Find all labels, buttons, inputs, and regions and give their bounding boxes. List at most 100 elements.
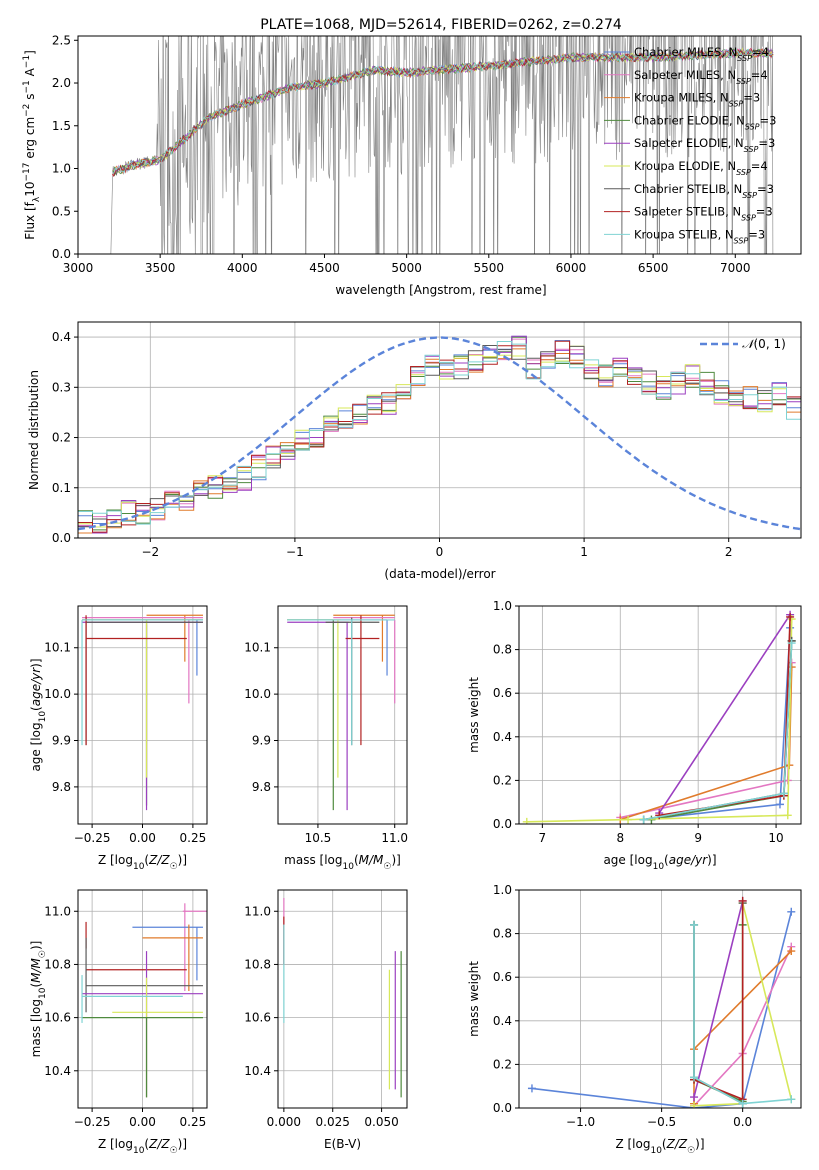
x-axis-label: age [log10(age/yr)]: [603, 853, 716, 872]
legend-label: Chabrier STELIB, NSSP=3: [634, 182, 774, 200]
weight-series: [643, 627, 791, 821]
y-tick-label: 0.4: [493, 730, 512, 744]
y-tick-label: 10.8: [244, 957, 271, 971]
axes-frame: [277, 889, 408, 1109]
plot-area: [278, 606, 407, 824]
weight-marker: [527, 1084, 536, 1093]
y-axis-label: mass weight: [467, 677, 481, 753]
weight-marker: [522, 817, 531, 824]
weight-marker: [787, 907, 796, 916]
y-tick-label: 0.2: [493, 773, 512, 787]
panel-mass_vs_ebv: 0.000 0.025 0.050 10.4 10.6 10.8 11.0 E(B-V): [244, 889, 408, 1151]
weight-marker: [787, 947, 796, 956]
y-tick-label: 0.0: [493, 1101, 512, 1115]
weight-marker: [690, 1101, 699, 1108]
y-tick-label: 10.1: [244, 641, 271, 655]
y-tick-label: 9.9: [252, 734, 271, 748]
x-axis-label: Z [log10(Z/Z☉)]: [98, 1137, 187, 1156]
y-tick-label: 0.0: [52, 531, 71, 545]
model-spectrum: [112, 48, 774, 174]
y-tick-label: 9.9: [52, 734, 71, 748]
y-tick-label: 10.4: [244, 1064, 271, 1078]
axes-frame: [518, 889, 802, 1109]
x-tick-label: 0.050: [364, 1115, 398, 1129]
legend-label: Salpeter MILES, NSSP=4: [634, 68, 768, 86]
y-tick-label: 10.0: [44, 687, 71, 701]
x-tick-label: 2: [725, 545, 733, 559]
y-axis-label: mass weight: [467, 961, 481, 1037]
x-tick-label: 0.025: [316, 1115, 350, 1129]
y-tick-label: 0.6: [493, 686, 512, 700]
y-axis-label: mass [log10(M/M☉)]: [29, 941, 48, 1058]
y-tick-label: 0.8: [493, 927, 512, 941]
weight-marker: [624, 815, 633, 824]
x-axis-label: mass [log10(M/M☉)]: [284, 853, 401, 872]
y-tick-label: 0.6: [493, 970, 512, 984]
x-tick-label: 0: [436, 545, 444, 559]
x-tick-label: 3000: [63, 261, 94, 275]
histogram-kroupa_stelib: [78, 341, 801, 525]
y-tick-label: 2.0: [52, 76, 71, 90]
x-tick-label: 0.25: [180, 1115, 207, 1129]
x-tick-label: 4000: [227, 261, 258, 275]
y-tick-label: 10.4: [44, 1064, 71, 1078]
weight-series: [526, 619, 793, 823]
plot-area: [110, 36, 774, 254]
plot-area: [78, 322, 801, 538]
weight-series: [643, 643, 793, 821]
x-axis-label: (data-model)/error: [384, 567, 495, 581]
panel-spectrum: 3000 3500 4000 4500 5000 5500 6000 6500 7000 0.0 0…: [22, 17, 802, 297]
legend: Chabrier MILES, NSSP=4 Salpeter MILES, NS…: [604, 45, 776, 245]
histogram-chabrier_miles: [78, 335, 801, 524]
x-tick-label: −0.25: [74, 831, 111, 845]
plot-area: [519, 890, 801, 1108]
axes-frame: [77, 35, 802, 255]
normal-curve: [78, 336, 801, 531]
legend-label: Chabrier MILES, NSSP=4: [634, 45, 769, 63]
weight-series: [693, 924, 744, 1103]
y-tick-label: 0.1: [52, 481, 71, 495]
weight-marker: [787, 1095, 796, 1104]
x-tick-label: 4500: [309, 261, 340, 275]
y-tick-label: 11.0: [244, 904, 271, 918]
weight-marker: [775, 800, 784, 809]
histogram-chabrier_stelib: [78, 345, 801, 528]
y-axis-label: Normed distribution: [27, 370, 41, 490]
y-tick-label: 0.4: [52, 330, 71, 344]
panel-weight_vs_Z: −1.0 −0.5 0.0 0.0 0.2 0.4 0.6 0.8 1.0 Z [log10(Z/…: [467, 883, 802, 1156]
panel-mass_vs_Z: −0.25 0.00 0.25 10.4 10.6 10.8 11.0 Z [log10(Z/…: [29, 889, 208, 1156]
y-tick-label: 0.8: [493, 643, 512, 657]
legend-label: Kroupa ELODIE, NSSP=4: [634, 159, 768, 177]
x-tick-label: −1: [286, 545, 304, 559]
axes-frame: [277, 605, 408, 825]
x-tick-label: −2: [141, 545, 159, 559]
y-tick-label: 11.0: [44, 904, 71, 918]
plot-area: [78, 890, 207, 1108]
y-tick-label: 0.0: [52, 247, 71, 261]
y-tick-label: 0.2: [52, 431, 71, 445]
y-tick-label: 10.0: [244, 687, 271, 701]
x-tick-label: 6500: [638, 261, 669, 275]
x-tick-label: 3500: [145, 261, 176, 275]
y-tick-label: 0.5: [52, 204, 71, 218]
weight-marker: [639, 815, 648, 824]
x-tick-label: 5500: [474, 261, 505, 275]
y-tick-label: 0.3: [52, 380, 71, 394]
x-axis-label: Z [log10(Z/Z☉)]: [615, 1137, 704, 1156]
x-tick-label: 10.5: [305, 831, 332, 845]
x-tick-label: 6000: [556, 261, 587, 275]
y-tick-label: 2.5: [52, 33, 71, 47]
x-tick-label: 10: [768, 831, 783, 845]
x-tick-label: 11.0: [381, 831, 408, 845]
x-tick-label: 0.0: [733, 1115, 752, 1129]
y-tick-label: 10.6: [44, 1011, 71, 1025]
x-tick-label: 0.25: [180, 831, 207, 845]
legend-label: Kroupa MILES, NSSP=3: [634, 91, 760, 109]
panel-residuals: −2 −1 0 1 2 0.0 0.1 0.2 0.3 0.4 𝒩(0, 1) (data-model…: [27, 321, 802, 581]
y-axis-label: age [log10(age/yr)]: [29, 658, 48, 771]
y-axis-label: Flux [fλ10−17 erg cm−2 s−1 A−1]: [22, 50, 42, 240]
weight-marker: [738, 1099, 747, 1108]
panel-weight_vs_age: 7 8 9 10 0.0 0.2 0.4 0.6 0.8 1.0 age [log10(age/yr…: [467, 599, 802, 872]
legend-label: 𝒩(0, 1): [742, 337, 786, 351]
y-tick-label: 0.4: [493, 1014, 512, 1028]
